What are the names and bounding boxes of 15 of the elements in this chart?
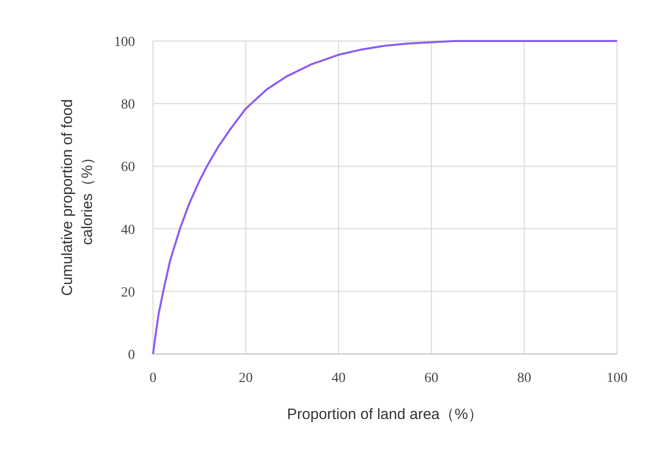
x-tick-label: 100 [606,371,628,386]
x-tick-label: 60 [424,371,438,386]
x-tick-label: 80 [517,371,532,386]
y-tick-label: 80 [121,98,135,113]
x-axis-title: Proportion of land area（%） [287,406,483,423]
y-axis-title: Cumulative proportion of food calories（%） [59,99,96,296]
y-tick-label: 0 [128,348,135,363]
y-tick-label: 100 [114,35,135,50]
y-tick-label: 60 [121,160,135,176]
x-tick-label: 20 [238,371,253,386]
y-tick-label: 40 [121,222,135,238]
y-tick-label: 20 [121,285,135,300]
x-tick-label: 0 [150,371,156,386]
line-series [152,40,618,355]
x-tick-label: 40 [332,371,346,386]
